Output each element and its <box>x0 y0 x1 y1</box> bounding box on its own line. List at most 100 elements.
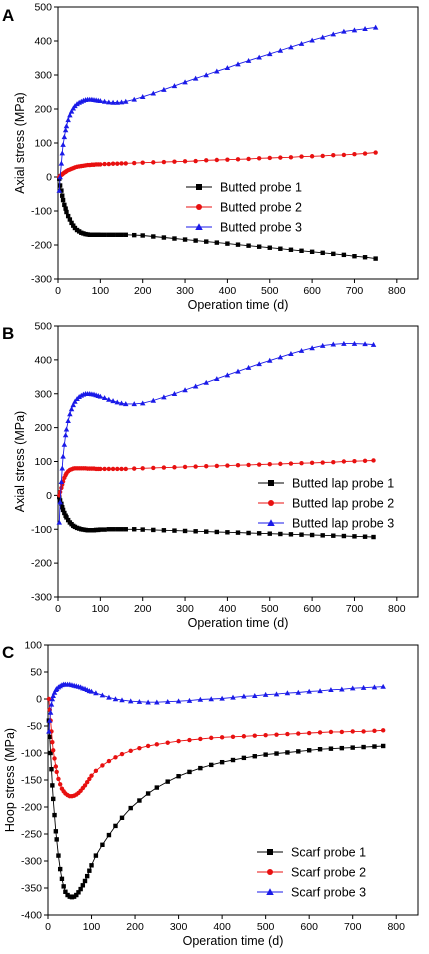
data-point <box>298 347 305 353</box>
data-point <box>48 701 55 707</box>
data-point <box>171 391 178 396</box>
data-point <box>63 889 68 894</box>
data-point <box>235 242 241 247</box>
data-point <box>214 157 220 163</box>
data-point <box>106 396 112 402</box>
data-point <box>339 729 345 735</box>
data-point <box>60 453 66 459</box>
chart-panel-c: C0 100 200 300 400 500 600 700 800-400-350-300-2… <box>2 640 419 948</box>
data-point <box>203 72 209 78</box>
x-tick-label: 400 <box>219 285 237 297</box>
data-point <box>110 527 116 532</box>
data-point <box>110 99 116 105</box>
data-point <box>46 728 52 734</box>
data-point <box>100 842 105 847</box>
data-point <box>328 746 334 751</box>
data-point <box>256 54 262 60</box>
data-point <box>204 239 209 244</box>
data-point <box>63 426 70 432</box>
y-tick-label: 500 <box>34 321 52 333</box>
data-point <box>224 372 231 378</box>
data-point <box>48 750 53 756</box>
y-tick-label: 200 <box>34 104 52 116</box>
data-point <box>110 232 116 237</box>
data-point <box>362 341 368 347</box>
data-point <box>57 174 63 180</box>
data-point <box>198 765 203 771</box>
data-point <box>106 232 112 237</box>
y-tick-label: -300 <box>31 274 52 286</box>
series-line <box>58 26 376 191</box>
y-tick-label: -400 <box>21 910 42 922</box>
x-tick-label: 300 <box>170 921 188 933</box>
data-point <box>330 341 337 347</box>
y-tick-label: 300 <box>34 70 52 82</box>
data-point <box>52 812 57 818</box>
data-point <box>296 749 301 754</box>
data-point <box>284 690 291 696</box>
data-point <box>288 461 294 466</box>
y-tick-label: 50 <box>30 667 42 679</box>
data-point <box>46 696 52 702</box>
data-point <box>225 463 230 468</box>
data-point <box>62 202 67 208</box>
data-point <box>106 758 112 764</box>
data-point <box>278 155 283 160</box>
data-point <box>350 729 355 734</box>
data-point <box>106 466 112 472</box>
data-point <box>139 94 146 99</box>
legend: Butted lap probe 1 Butted lap probe 2 Butt… <box>258 477 394 531</box>
data-point <box>172 465 177 470</box>
data-point <box>119 466 124 472</box>
legend: Butted probe 1 Butted probe 2 Butted probe… <box>186 181 302 235</box>
data-point <box>176 738 181 744</box>
data-point <box>127 698 134 704</box>
data-point <box>114 99 121 105</box>
data-point <box>241 755 247 761</box>
data-point <box>182 464 188 470</box>
data-point <box>140 233 145 238</box>
data-point <box>63 206 68 211</box>
legend-label: Scarf probe 1 <box>291 846 366 860</box>
data-point <box>204 529 209 534</box>
legend-label: Butted lap probe 1 <box>292 477 394 491</box>
data-point <box>288 155 294 160</box>
data-point <box>71 223 76 228</box>
data-point <box>123 527 128 532</box>
data-point <box>47 709 54 715</box>
data-point <box>57 489 63 495</box>
data-point <box>285 731 290 737</box>
data-point <box>150 397 157 403</box>
x-tick-label: 100 <box>92 603 110 615</box>
data-point <box>309 154 315 159</box>
data-point <box>339 745 345 751</box>
data-point <box>132 466 137 471</box>
data-point <box>61 441 68 447</box>
data-point <box>69 220 74 226</box>
legend-label: Butted lap probe 2 <box>292 497 394 511</box>
data-point <box>278 246 283 251</box>
data-point <box>277 354 284 360</box>
data-point <box>182 79 188 85</box>
series-1 <box>57 176 378 261</box>
y-tick-label: 100 <box>24 640 42 652</box>
y-tick-label: 0 <box>36 694 42 706</box>
data-point <box>113 755 118 760</box>
data-point <box>230 734 236 739</box>
x-axis-title: Operation time (d) <box>188 298 289 312</box>
data-point <box>341 533 347 539</box>
data-point <box>102 161 107 167</box>
x-tick-label: 200 <box>134 603 152 615</box>
data-point <box>115 527 120 532</box>
data-point <box>51 796 56 802</box>
data-point <box>100 763 105 768</box>
data-point <box>380 743 386 749</box>
data-point <box>102 232 107 237</box>
data-point <box>80 883 86 888</box>
data-point <box>267 51 273 57</box>
legend-marker <box>268 500 274 506</box>
data-point <box>67 112 73 118</box>
data-point <box>362 26 368 31</box>
data-point <box>350 745 355 750</box>
y-tick-label: -300 <box>31 592 52 604</box>
